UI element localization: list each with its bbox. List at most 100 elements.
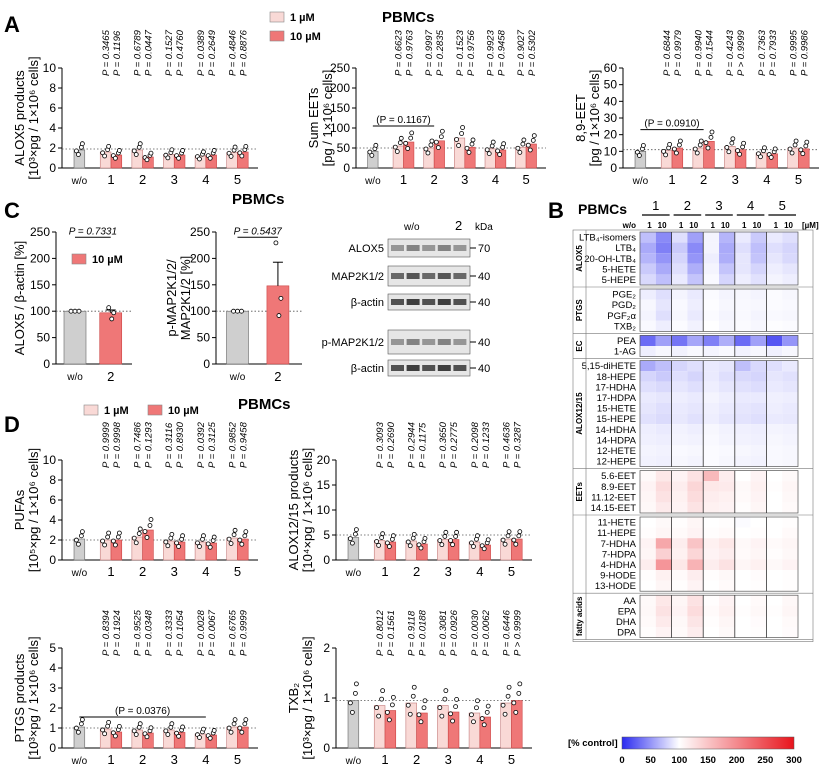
heatmap-cell: [687, 481, 704, 492]
heatmap-cell: [750, 253, 767, 264]
panel-d-chart-2-bar-10um: [416, 543, 428, 561]
heatmap-sub-10: 10: [721, 221, 730, 230]
heatmap-cell: [750, 403, 767, 414]
panel-d-chart-3-bar-10um: [237, 726, 249, 749]
panel-c-chart-2-ylabel-unit: MAP2K1/2 [%]: [178, 256, 193, 341]
heatmap-cell: [687, 570, 704, 581]
heatmap-cell: [671, 263, 688, 275]
blot-row-label: β-actin: [351, 297, 384, 309]
blot-band: [437, 273, 451, 279]
panel-d-chart-3-xtick-label: 4: [202, 752, 209, 767]
panel-a-chart-1-chart: 0 2 4 6 8 10 ALOX5 products [10³×pg / 1×10⁶ cel…: [12, 29, 258, 187]
heatmap-group-border: [639, 516, 799, 592]
heatmap-cell: [671, 605, 688, 617]
panel-d-chart-2-dot: [418, 545, 424, 551]
panel-a-chart-3-bar-wo: [634, 151, 647, 169]
blot-band: [391, 245, 404, 251]
heatmap-cell: [640, 559, 656, 570]
panel-a-chart-1-bar-10um: [142, 156, 154, 169]
heatmap-cell: [734, 559, 751, 570]
heatmap-cell: [640, 381, 656, 393]
legend-swatch-10um: [269, 30, 285, 42]
heatmap-cell: [782, 263, 798, 275]
panel-d-chart-3-chart: 0 1 2 3 4 5 PTGS products [10³×pg / 1×10⁶ cells…: [12, 609, 258, 767]
panel-d-chart-1-dot: [110, 538, 116, 544]
panel-c-chart-1-bar-wo: [63, 310, 87, 365]
panel-d-chart-1-dot: [147, 523, 153, 528]
panel-a-chart-2-ytick-label: 50: [337, 141, 351, 155]
panel-d-chart-4-dot: [389, 702, 395, 708]
panel-a-chart-2-dot: [531, 133, 537, 139]
heatmap-row-label: 17-HDPA: [597, 393, 637, 404]
heatmap-cell: [719, 616, 735, 627]
panel-a-chart-2-ytick-label: 150: [330, 101, 350, 115]
panel-d-chart-3-bracket-label: (P = 0.0376): [115, 706, 170, 717]
panel-a-chart-3-dot: [705, 145, 711, 151]
panel-d-chart-1-dot: [112, 542, 118, 548]
panel-a-chart-3-dot: [726, 149, 732, 155]
panel-a-chart-1-pvalue-1um: P = 0.6789: [133, 29, 144, 76]
panel-d-chart-4-pvalue-10um: P = 0.0926: [449, 609, 460, 656]
scale-tick-label: 250: [757, 755, 773, 766]
panel-d-chart-2-dot: [471, 544, 476, 549]
panel-a-chart-1-pvalue-1um: P = 0.3465: [101, 29, 112, 76]
panel-d-chart-1-bar-10um: [142, 529, 154, 561]
panel-a-chart-2-ylabel-unit: [pg / 1×10⁶ cells]: [320, 70, 335, 167]
panel-a-chart-2-bar-10um: [403, 141, 415, 169]
panel-c-chart-2-xtick-label: 2: [274, 369, 281, 384]
panel-d-chart-3-dot: [207, 735, 213, 741]
heatmap-cell: [734, 263, 751, 275]
panel-d-chart-1-pvalue-1um: P = 0.3116: [164, 422, 175, 468]
panel-a-chart-2-bar-1um: [454, 137, 466, 169]
heatmap-cell: [782, 616, 798, 627]
heatmap-cell: [750, 392, 767, 403]
heatmap-cell: [655, 595, 672, 606]
panel-d-chart-2-dot: [411, 531, 417, 537]
scale-tick-label: 100: [671, 755, 687, 766]
panel-d-chart-4-ylabel: TXB₂: [286, 683, 301, 713]
panel-a-chart-3-ytick-label: 50: [604, 78, 618, 92]
heatmap-row-label: 13-HODE: [595, 581, 636, 592]
panel-c-chart-2-bar-10um: [266, 285, 290, 365]
heatmap-cell: [687, 320, 704, 332]
panel-a-chart-1-ytick-label: 6: [49, 101, 56, 115]
heatmap-cell: [719, 289, 735, 300]
heatmap-cell: [687, 470, 704, 482]
panel-a-chart-3-dot: [671, 146, 677, 152]
panel-d-chart-3-dot: [73, 725, 79, 731]
panel-d-chart-2-xtick-label: 5: [508, 564, 515, 579]
heatmap-cell: [734, 527, 751, 539]
panel-d-chart-4-dot: [376, 713, 382, 719]
heatmap-cell: [671, 470, 688, 482]
panel-d-chart-1-ylabel-unit: [10⁵×pg / 1×10⁶ cells]: [26, 448, 41, 572]
heatmap-cell: [719, 320, 735, 332]
heatmap-group-label: EC: [575, 340, 584, 351]
panel-c-chart-2-ytick-label: 200: [190, 251, 210, 265]
heatmap-cell: [703, 605, 719, 617]
heatmap-cell: [640, 517, 656, 528]
heatmap-cell: [719, 548, 735, 560]
blot-kda-header: kDa: [475, 222, 493, 233]
panel-d-chart-1-dot: [174, 540, 180, 546]
blot-membrane: [387, 329, 471, 355]
panel-d-chart-2-dot: [475, 533, 480, 539]
panel-a-chart-1-dot: [106, 143, 112, 149]
heatmap-cell: [703, 392, 719, 403]
heatmap-cell: [734, 456, 751, 467]
heatmap-cell: [687, 274, 704, 285]
panel-a-chart-3-xtick-label: w/o: [632, 176, 649, 187]
panel-a-chart-1-dot: [232, 144, 238, 150]
heatmap-cell: [671, 595, 688, 606]
heatmap-row-label: LTB₄-isomers: [579, 233, 636, 244]
panel-d-chart-1-ytick-label: 6: [49, 493, 56, 507]
heatmap-cell: [766, 517, 783, 528]
panel-a-chart-2-dot: [459, 131, 464, 136]
panel-a-title: PBMCs: [382, 9, 435, 26]
heatmap-sub-10: 10: [689, 221, 698, 230]
heatmap-cell: [671, 538, 688, 549]
panel-d-chart-4-xtick-label: w/o: [345, 756, 362, 767]
heatmap-cell: [766, 595, 783, 606]
panel-a-chart-3-pvalue-1um: P = 0.9995: [788, 29, 799, 76]
panel-d-chart-1-dot: [163, 539, 169, 545]
panel-d-chart-3-ytick-label: 0: [49, 741, 56, 755]
